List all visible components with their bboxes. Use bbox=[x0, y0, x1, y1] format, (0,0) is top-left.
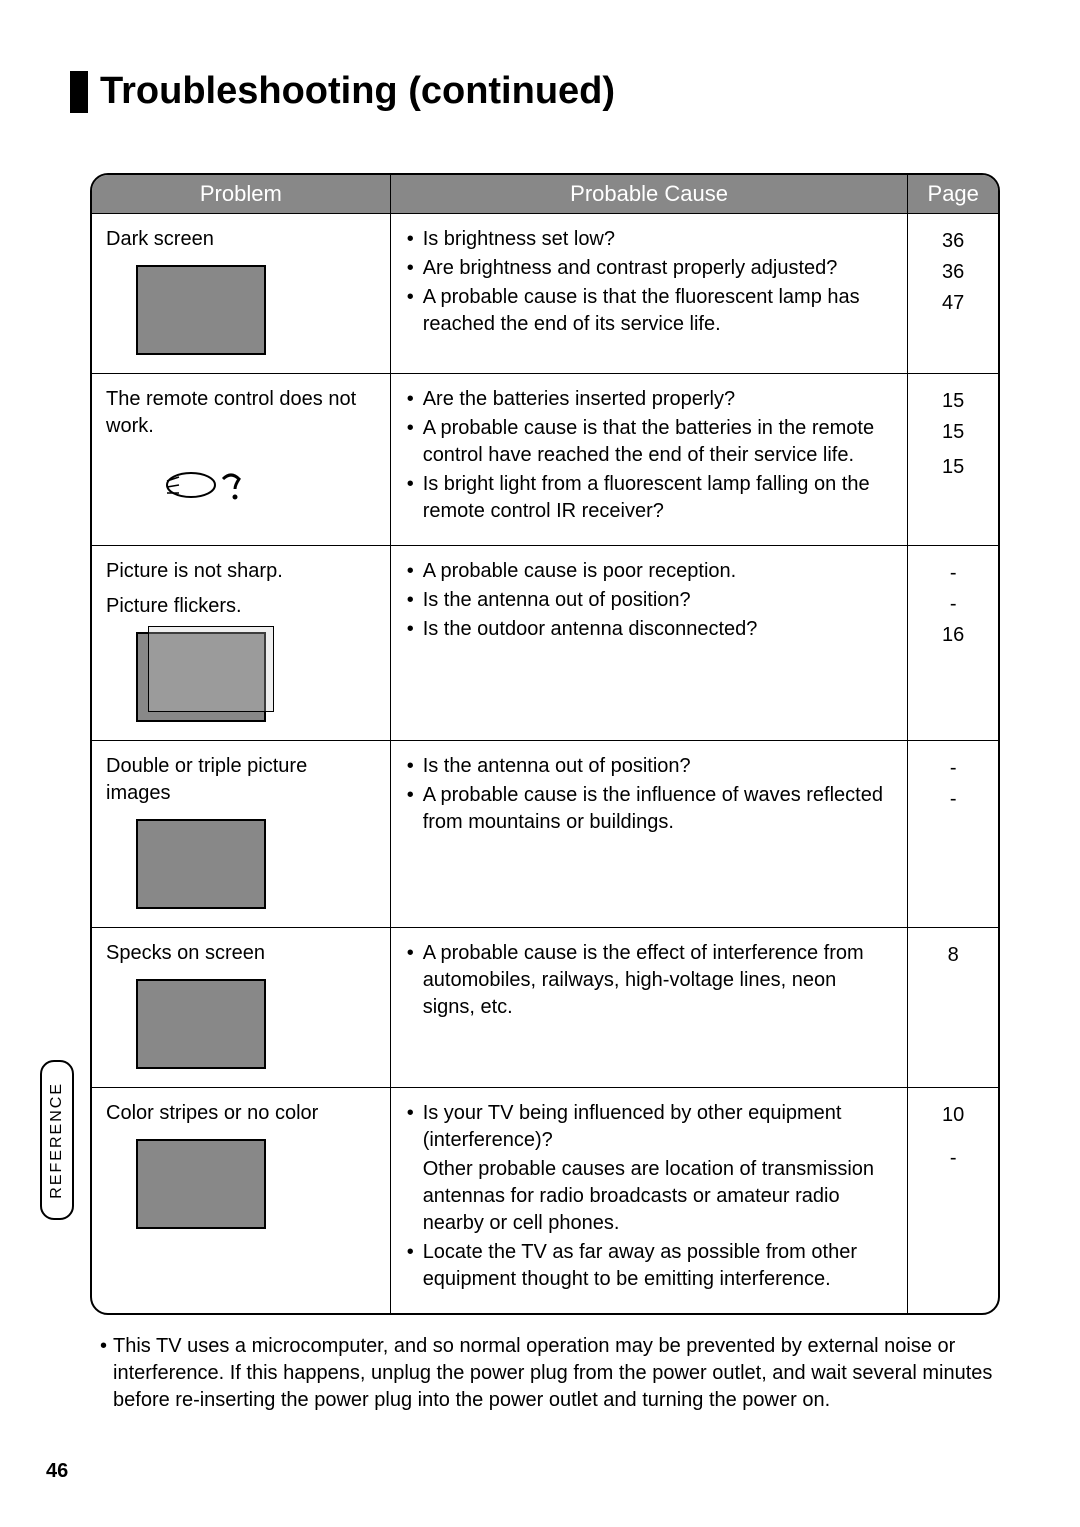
problem-text: Picture is not sharp. bbox=[106, 558, 376, 585]
cause-item: Is your TV being influenced by other equ… bbox=[405, 1100, 894, 1154]
cause-item: Locate the TV as far away as possible fr… bbox=[405, 1239, 894, 1293]
page-ref: 36 bbox=[922, 257, 984, 288]
page-cell: 363647 bbox=[908, 214, 998, 373]
page-ref: - bbox=[922, 784, 984, 815]
side-tab-label: REFERENCE bbox=[48, 1082, 66, 1199]
problem-text: Color stripes or no color bbox=[106, 1100, 376, 1127]
problem-cell: Specks on screen bbox=[92, 928, 391, 1087]
cause-item: A probable cause is that the batteries i… bbox=[405, 415, 894, 469]
cause-list: Is brightness set low?Are brightness and… bbox=[405, 226, 894, 338]
table-row: The remote control does not work. Are the… bbox=[92, 373, 998, 545]
problem-thumbnail-icon bbox=[156, 452, 276, 512]
page-ref: - bbox=[922, 558, 984, 589]
problem-thumbnail-icon bbox=[136, 1139, 266, 1229]
page-title-wrap: Troubleshooting (continued) bbox=[70, 70, 1000, 113]
cause-list: Is the antenna out of position?A probabl… bbox=[405, 753, 894, 836]
title-bar-icon bbox=[70, 71, 88, 113]
cause-item: A probable cause is the effect of interf… bbox=[405, 940, 894, 1021]
page-cell: 151515 bbox=[908, 374, 998, 545]
problem-cell: Dark screen bbox=[92, 214, 391, 373]
header-page: Page bbox=[908, 175, 998, 213]
cause-item: A probable cause is the influence of wav… bbox=[405, 782, 894, 836]
table-header-row: Problem Probable Cause Page bbox=[92, 175, 998, 213]
footnote-text: This TV uses a microcomputer, and so nor… bbox=[113, 1333, 1000, 1414]
cause-item: A probable cause is that the fluorescent… bbox=[405, 284, 894, 338]
header-cause: Probable Cause bbox=[391, 175, 909, 213]
page-ref: - bbox=[922, 589, 984, 620]
problem-text: Specks on screen bbox=[106, 940, 376, 967]
side-tab: REFERENCE bbox=[40, 1060, 74, 1220]
cause-item: Is brightness set low? bbox=[405, 226, 894, 253]
problem-cell: Double or triple picture images bbox=[92, 741, 391, 927]
page-title: Troubleshooting (continued) bbox=[100, 70, 615, 113]
page-ref: - bbox=[922, 753, 984, 784]
cause-list: A probable cause is the effect of interf… bbox=[405, 940, 894, 1021]
page-cell: 8 bbox=[908, 928, 998, 1087]
troubleshooting-table: Problem Probable Cause Page Dark screen I… bbox=[90, 173, 1000, 1315]
page-cell: 10 - bbox=[908, 1088, 998, 1313]
cause-cell: Are the batteries inserted properly?A pr… bbox=[391, 374, 909, 545]
table-body: Dark screen Is brightness set low?Are bri… bbox=[92, 213, 998, 1313]
cause-cell: A probable cause is poor reception.Is th… bbox=[391, 546, 909, 740]
page-cell: --16 bbox=[908, 546, 998, 740]
page-ref: 47 bbox=[922, 288, 984, 319]
cause-list: Are the batteries inserted properly?A pr… bbox=[405, 386, 894, 525]
table-row: Dark screen Is brightness set low?Are bri… bbox=[92, 213, 998, 373]
problem-thumbnail-icon bbox=[136, 632, 266, 722]
problem-text: Picture flickers. bbox=[106, 593, 376, 620]
table-row: Picture is not sharp. Picture flickers. A … bbox=[92, 545, 998, 740]
cause-item: Is the antenna out of position? bbox=[405, 753, 894, 780]
page-ref: 8 bbox=[922, 940, 984, 971]
cause-cell: Is brightness set low?Are brightness and… bbox=[391, 214, 909, 373]
cause-item: Is bright light from a fluorescent lamp … bbox=[405, 471, 894, 525]
problem-text: Double or triple picture images bbox=[106, 753, 376, 807]
cause-item: Other probable causes are location of tr… bbox=[405, 1156, 894, 1237]
cause-item: Is the outdoor antenna disconnected? bbox=[405, 616, 894, 643]
problem-cell: Color stripes or no color bbox=[92, 1088, 391, 1313]
footnote: • This TV uses a microcomputer, and so n… bbox=[100, 1333, 1000, 1414]
page-cell: -- bbox=[908, 741, 998, 927]
cause-cell: Is the antenna out of position?A probabl… bbox=[391, 741, 909, 927]
table-row: Specks on screen A probable cause is the … bbox=[92, 927, 998, 1087]
cause-list: A probable cause is poor reception.Is th… bbox=[405, 558, 894, 643]
cause-cell: A probable cause is the effect of interf… bbox=[391, 928, 909, 1087]
table-row: Double or triple picture images Is the an… bbox=[92, 740, 998, 927]
header-problem: Problem bbox=[92, 175, 391, 213]
page-ref: 16 bbox=[922, 620, 984, 651]
problem-thumbnail-icon bbox=[136, 979, 266, 1069]
problem-text: Dark screen bbox=[106, 226, 376, 253]
problem-cell: The remote control does not work. bbox=[92, 374, 391, 545]
cause-cell: Is your TV being influenced by other equ… bbox=[391, 1088, 909, 1313]
problem-cell: Picture is not sharp. Picture flickers. bbox=[92, 546, 391, 740]
cause-item: A probable cause is poor reception. bbox=[405, 558, 894, 585]
page-ref: - bbox=[922, 1143, 984, 1174]
cause-item: Are the batteries inserted properly? bbox=[405, 386, 894, 413]
problem-thumbnail-icon bbox=[136, 265, 266, 355]
page-ref: 15 bbox=[922, 386, 984, 417]
table-row: Color stripes or no color Is your TV bein… bbox=[92, 1087, 998, 1313]
problem-thumbnail-icon bbox=[136, 819, 266, 909]
cause-item: Is the antenna out of position? bbox=[405, 587, 894, 614]
page-ref: 10 bbox=[922, 1100, 984, 1131]
cause-item: Are brightness and contrast properly adj… bbox=[405, 255, 894, 282]
remote-icon bbox=[161, 457, 271, 507]
page-ref: 15 bbox=[922, 452, 984, 483]
problem-text: The remote control does not work. bbox=[106, 386, 376, 440]
footnote-bullet: • bbox=[100, 1333, 107, 1414]
page-number: 46 bbox=[46, 1460, 68, 1483]
page-ref: 15 bbox=[922, 417, 984, 448]
page-ref: 36 bbox=[922, 226, 984, 257]
cause-list: Is your TV being influenced by other equ… bbox=[405, 1100, 894, 1293]
